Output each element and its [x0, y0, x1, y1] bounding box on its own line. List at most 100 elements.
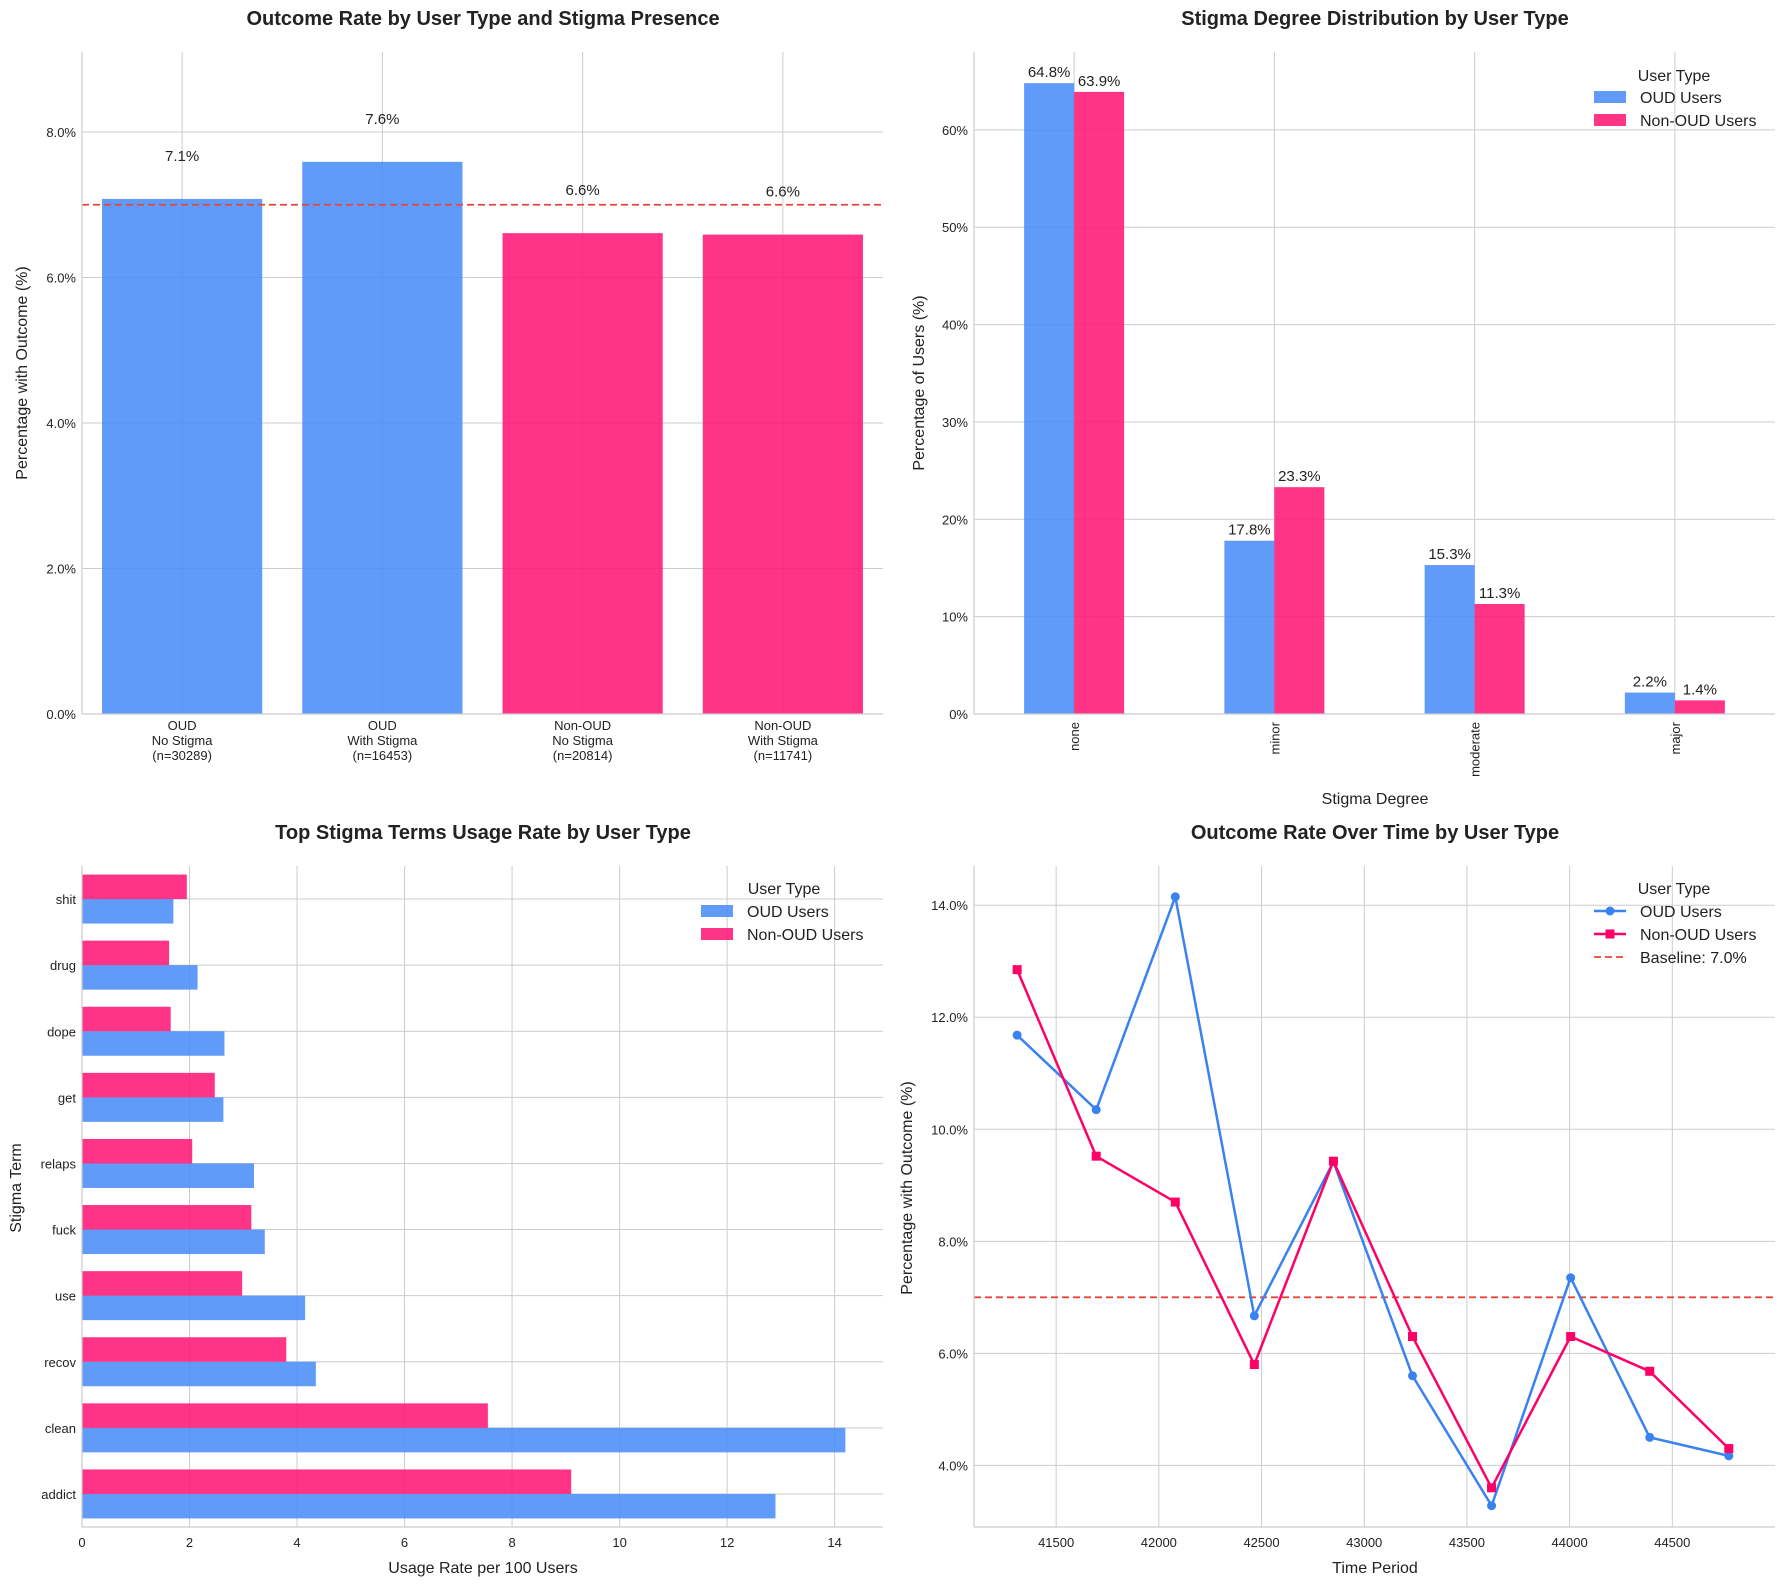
- y-tick-label: addict: [41, 1487, 76, 1502]
- series-line-non_oud: [1015, 969, 1730, 1490]
- bar-oud: [82, 1361, 316, 1387]
- legend: User Type OUD Users Non-OUD Users: [701, 881, 863, 944]
- legend-title: User Type: [1638, 68, 1711, 85]
- bar-non_oud: [82, 1205, 252, 1230]
- x-tick-label: (n=11741): [754, 748, 813, 763]
- bar-non_oud: [1274, 487, 1325, 714]
- data-label: 64.8%: [1028, 64, 1071, 81]
- data-label: 6.6%: [566, 182, 600, 199]
- legend-marker-non-oud: [1605, 929, 1615, 939]
- point-non_oud: [1566, 1332, 1576, 1342]
- bar-oud: [82, 899, 174, 924]
- x-tick-label: Non-OUD: [554, 718, 611, 733]
- legend-label-non-oud: Non-OUD Users: [1640, 927, 1756, 944]
- data-label: 11.3%: [1479, 585, 1520, 602]
- y-axis-label: Percentage with Outcome (%): [14, 266, 31, 479]
- x-tick-label: Non-OUD: [754, 718, 811, 733]
- y-tick-label: 0%: [949, 707, 968, 722]
- y-tick-label: 60%: [942, 123, 968, 138]
- bar-oud: [1024, 83, 1075, 714]
- y-tick-label: 30%: [942, 415, 968, 430]
- x-tick-label: 8: [508, 1535, 515, 1550]
- y-axis-label: Percentage with Outcome (%): [899, 1081, 916, 1294]
- point-non_oud: [1724, 1444, 1734, 1454]
- bar: [302, 161, 463, 714]
- bar-oud: [82, 1427, 846, 1453]
- x-tick-label: minor: [1267, 721, 1282, 754]
- point-oud: [1170, 892, 1180, 902]
- chart-title: Stigma Degree Distribution by User Type: [1181, 8, 1569, 30]
- x-tick-label: 44000: [1552, 1535, 1588, 1550]
- x-tick-label: moderate: [1468, 722, 1483, 777]
- x-tick-label: (n=16453): [353, 748, 413, 763]
- bar-non_oud: [82, 1337, 287, 1362]
- y-tick-label: 4.0%: [46, 416, 76, 431]
- y-tick-label: 40%: [942, 318, 968, 333]
- legend: User Type OUD Users Non-OUD Users Baseli…: [1594, 881, 1756, 967]
- bar-oud: [1624, 692, 1675, 714]
- x-tick-label: 44500: [1654, 1535, 1690, 1550]
- point-oud: [1487, 1501, 1497, 1511]
- point-non_oud: [1012, 965, 1022, 975]
- point-oud: [1645, 1432, 1655, 1442]
- x-tick-label: 0: [78, 1535, 85, 1550]
- data-label: 1.4%: [1683, 681, 1717, 698]
- x-tick-label: 10: [612, 1535, 626, 1550]
- legend-label-baseline: Baseline: 7.0%: [1640, 950, 1747, 967]
- panel-stigma-terms: 0 2 4 6 8 10 12 14 addict clean recov use fuck relaps…: [8, 822, 883, 1577]
- legend-marker-oud: [1605, 906, 1615, 916]
- x-tick-label: With Stigma: [748, 733, 819, 748]
- legend-title: User Type: [1638, 881, 1711, 898]
- bar: [702, 234, 863, 714]
- x-tick-label: With Stigma: [347, 733, 418, 748]
- bar-oud: [82, 1031, 225, 1056]
- data-label: 7.6%: [365, 111, 399, 128]
- x-tick-label: (n=30289): [152, 748, 212, 763]
- y-tick-label: drug: [50, 958, 76, 973]
- y-axis-label: Percentage of Users (%): [911, 295, 928, 470]
- data-label: 23.3%: [1278, 468, 1321, 485]
- x-tick-label: major: [1668, 721, 1683, 754]
- point-non_oud: [1487, 1483, 1497, 1493]
- point-oud: [1724, 1451, 1734, 1461]
- bar-non_oud: [82, 1469, 572, 1494]
- x-tick-label: OUD: [168, 718, 197, 733]
- legend-label-oud: OUD Users: [747, 904, 829, 921]
- y-tick-label: shit: [56, 892, 77, 907]
- bar-oud: [82, 1163, 255, 1188]
- x-tick-label: OUD: [368, 718, 397, 733]
- x-tick-label: No Stigma: [152, 733, 213, 748]
- y-tick-label: 6.0%: [46, 271, 76, 286]
- y-tick-label: 6.0%: [938, 1346, 968, 1361]
- bar-oud: [82, 1295, 306, 1321]
- legend-title: User Type: [748, 881, 821, 898]
- x-axis-label: Time Period: [1332, 1560, 1418, 1577]
- y-tick-label: 0.0%: [46, 707, 76, 722]
- y-axis-label: Stigma Term: [8, 1143, 25, 1233]
- y-tick-label: clean: [45, 1421, 76, 1436]
- bar-non_oud: [1674, 700, 1725, 714]
- chart-title: Top Stigma Terms Usage Rate by User Type: [275, 822, 691, 844]
- data-label: 6.6%: [766, 184, 800, 201]
- point-non_oud: [1170, 1197, 1180, 1207]
- x-tick-label: 2: [186, 1535, 193, 1550]
- bar-oud: [82, 1229, 265, 1255]
- bar-non_oud: [82, 1271, 243, 1296]
- point-oud: [1249, 1311, 1259, 1321]
- x-tick-label: 43500: [1449, 1535, 1485, 1550]
- point-oud: [1566, 1273, 1576, 1283]
- y-tick-label: 10%: [942, 610, 968, 625]
- bar-oud: [1224, 540, 1275, 714]
- x-tick-label: none: [1067, 722, 1082, 751]
- x-axis-label: Stigma Degree: [1322, 791, 1429, 808]
- x-tick-label: (n=20814): [553, 748, 613, 763]
- chart-title: Outcome Rate by User Type and Stigma Pre…: [246, 8, 719, 30]
- point-oud: [1012, 1030, 1022, 1040]
- y-tick-label: 20%: [942, 512, 968, 527]
- legend-label-oud: OUD Users: [1640, 90, 1722, 107]
- bar-non_oud: [1074, 91, 1125, 715]
- bar: [102, 198, 263, 714]
- point-non_oud: [1091, 1151, 1101, 1161]
- x-tick-label: 12: [720, 1535, 734, 1550]
